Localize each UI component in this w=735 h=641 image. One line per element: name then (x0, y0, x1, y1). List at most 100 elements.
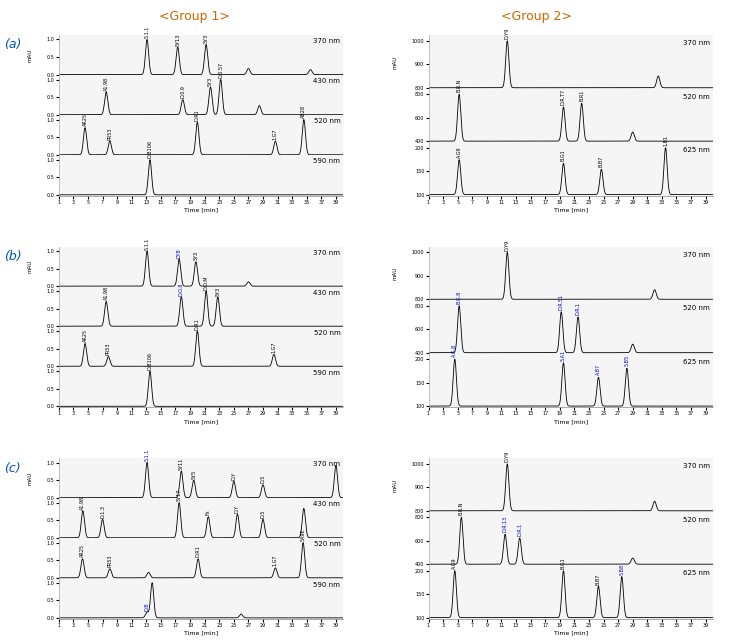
Text: 520 nm: 520 nm (684, 517, 710, 523)
Text: 430 nm: 430 nm (314, 290, 340, 296)
Text: A.G9: A.G9 (452, 558, 457, 569)
Text: D.R.51: D.R.51 (559, 294, 564, 310)
Text: 520 nm: 520 nm (314, 542, 340, 547)
Text: 520 nm: 520 nm (684, 305, 710, 312)
Text: (b): (b) (4, 250, 21, 263)
Text: B.G.8: B.G.8 (456, 291, 462, 304)
Text: B.R1: B.R1 (579, 90, 584, 101)
Text: 520 nm: 520 nm (314, 119, 340, 124)
Text: D.5: D.5 (260, 475, 265, 483)
Text: D.R1: D.R1 (195, 109, 200, 121)
Text: 625 nm: 625 nm (684, 147, 710, 153)
X-axis label: Time [min]: Time [min] (184, 631, 218, 635)
Text: B.R.N: B.R.N (459, 502, 464, 515)
Text: 370 nm: 370 nm (313, 250, 340, 256)
Text: 5Y5: 5Y5 (191, 469, 196, 479)
Text: 430 nm: 430 nm (314, 78, 340, 85)
Text: 5Y3: 5Y3 (193, 251, 198, 260)
Text: B.G1: B.G1 (561, 150, 566, 162)
Text: DY8: DY8 (176, 248, 182, 258)
Text: A.G9: A.G9 (456, 146, 462, 158)
Y-axis label: mAU: mAU (393, 55, 398, 69)
Text: D.R.T7: D.R.T7 (561, 89, 566, 105)
Text: B.B7: B.B7 (599, 156, 604, 167)
Text: 5Y3: 5Y3 (215, 287, 220, 296)
Text: D.R.13: D.R.13 (503, 516, 508, 532)
Text: 520 nm: 520 nm (314, 330, 340, 336)
X-axis label: Time [min]: Time [min] (184, 419, 218, 424)
Text: PR53: PR53 (107, 128, 112, 140)
Y-axis label: mAU: mAU (28, 49, 33, 62)
Text: 370 nm: 370 nm (683, 252, 710, 258)
Text: D.R1: D.R1 (195, 318, 200, 329)
Text: AR25: AR25 (82, 329, 87, 342)
Text: AR25: AR25 (80, 544, 85, 558)
Text: A1.98: A1.98 (104, 286, 109, 300)
Text: 590 nm: 590 nm (314, 581, 340, 588)
Text: 5Y3: 5Y3 (204, 34, 209, 43)
Text: 370 nm: 370 nm (683, 40, 710, 46)
Text: D.B: D.B (145, 602, 149, 611)
Text: D.R1: D.R1 (196, 545, 201, 558)
Text: D.B106: D.B106 (148, 140, 152, 158)
Text: 1.G7: 1.G7 (273, 128, 278, 140)
Text: D.R.1: D.R.1 (576, 302, 581, 315)
Text: A.G.8: A.G.8 (452, 344, 457, 358)
Text: Fx: Fx (206, 510, 211, 515)
Text: D.0.9: D.0.9 (180, 85, 185, 98)
Text: PR53: PR53 (106, 343, 111, 355)
Text: 430 nm: 430 nm (314, 501, 340, 508)
Text: D.Y9: D.Y9 (505, 28, 510, 39)
Text: D.0.57: D.0.57 (218, 62, 223, 78)
Text: A.B7: A.B7 (596, 364, 601, 376)
Text: (c): (c) (4, 462, 21, 474)
Text: D.1.3: D.1.3 (100, 505, 105, 518)
Text: 5A9E: 5A9E (301, 529, 306, 541)
Text: D.R.1: D.R.1 (517, 523, 522, 536)
Text: AB28: AB28 (301, 105, 306, 118)
Text: 5Y11: 5Y11 (179, 458, 184, 470)
Text: 5.1.1: 5.1.1 (145, 237, 149, 249)
Text: 5Y17: 5Y17 (176, 489, 182, 501)
Text: D.O.M: D.O.M (204, 275, 209, 290)
Text: D.Y: D.Y (235, 504, 240, 513)
Text: 5.A1: 5.A1 (561, 350, 566, 361)
Text: 370 nm: 370 nm (683, 463, 710, 469)
Text: D.Y9: D.Y9 (505, 239, 510, 251)
Y-axis label: mAU: mAU (28, 472, 33, 485)
Text: 5.1.1: 5.1.1 (145, 26, 149, 38)
Text: 5Y13: 5Y13 (175, 33, 180, 46)
Text: D.O.8: D.O.8 (179, 282, 184, 296)
Text: 5.B8: 5.B8 (620, 563, 624, 575)
Text: 590 nm: 590 nm (314, 370, 340, 376)
Text: D.Y: D.Y (232, 472, 237, 480)
Text: D.Y9: D.Y9 (505, 451, 510, 462)
Text: A1.98: A1.98 (104, 76, 109, 90)
Text: (a): (a) (4, 38, 21, 51)
X-axis label: Time [min]: Time [min] (553, 208, 588, 212)
Text: 370 nm: 370 nm (313, 38, 340, 44)
Text: A1.98: A1.98 (80, 495, 85, 510)
Text: B.B7: B.B7 (596, 573, 601, 585)
Text: 1.G7: 1.G7 (271, 342, 276, 353)
Text: 1.B1: 1.B1 (663, 135, 668, 146)
Y-axis label: mAU: mAU (393, 267, 398, 280)
Text: <Group 2>: <Group 2> (501, 10, 572, 22)
Text: AR25: AR25 (82, 113, 87, 126)
Text: 1.G7: 1.G7 (273, 555, 278, 567)
Y-axis label: mAU: mAU (393, 478, 398, 492)
Text: D.B106: D.B106 (148, 352, 152, 370)
Text: 370 nm: 370 nm (313, 462, 340, 467)
X-axis label: Time [min]: Time [min] (184, 208, 218, 212)
Text: D.5: D.5 (260, 510, 265, 518)
X-axis label: Time [min]: Time [min] (553, 631, 588, 635)
Text: 5.1.1: 5.1.1 (145, 449, 149, 461)
Text: PR53: PR53 (107, 555, 112, 567)
Text: 5.B5: 5.B5 (625, 355, 629, 367)
Text: B.R.N: B.R.N (456, 79, 462, 92)
Y-axis label: mAU: mAU (28, 260, 33, 274)
Text: 520 nm: 520 nm (684, 94, 710, 100)
Text: 625 nm: 625 nm (684, 358, 710, 365)
Text: <Group 1>: <Group 1> (159, 10, 230, 22)
X-axis label: Time [min]: Time [min] (553, 419, 588, 424)
